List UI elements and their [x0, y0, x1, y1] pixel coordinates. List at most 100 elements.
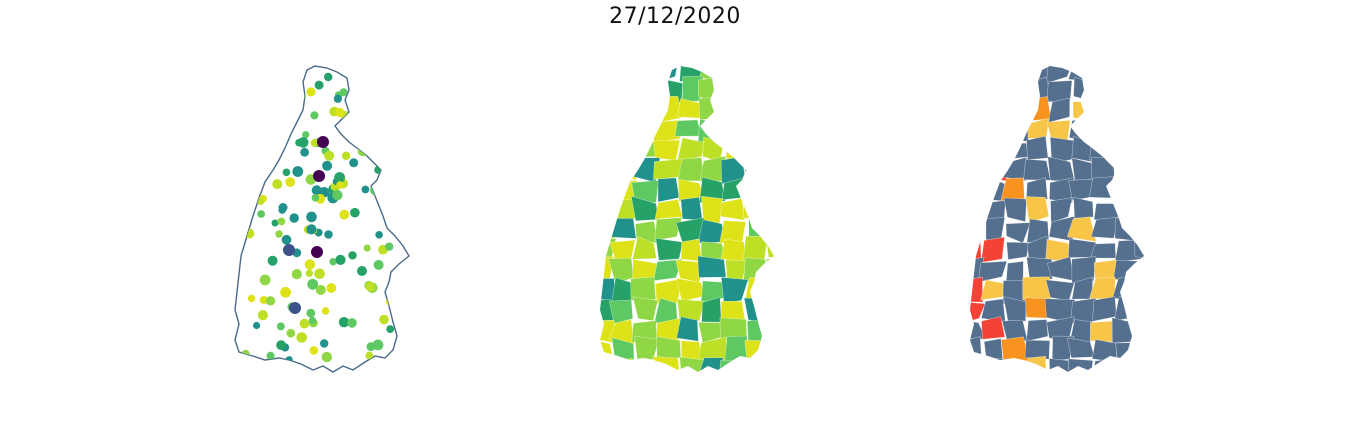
- municipality-region: [1071, 256, 1097, 284]
- municipality-region: [719, 220, 746, 244]
- municipality-region: [1112, 139, 1138, 164]
- municipality-region: [600, 66, 611, 83]
- municipality-region: [600, 139, 611, 160]
- municipality-bubble: [385, 242, 394, 251]
- municipality-bubble: [321, 307, 330, 315]
- municipality-region: [970, 136, 986, 163]
- municipality-region: [764, 337, 774, 363]
- municipality-bubble-large: [313, 170, 325, 182]
- municipality-region: [745, 356, 770, 372]
- municipality-region: [631, 180, 659, 203]
- municipality-bubble: [264, 66, 276, 77]
- municipality-region: [720, 198, 746, 221]
- municipality-bubble-large: [283, 244, 295, 256]
- municipality-region: [653, 139, 681, 161]
- municipality-region: [608, 116, 639, 144]
- municipality-region: [652, 356, 681, 372]
- municipality-region: [745, 177, 771, 204]
- municipality-region: [970, 66, 986, 82]
- municipality-bubble: [247, 294, 256, 303]
- municipality-region: [765, 196, 774, 222]
- region-layer: [600, 66, 774, 372]
- municipality-region: [978, 135, 1007, 162]
- municipality-bubble: [257, 310, 268, 321]
- municipality-region: [721, 238, 747, 264]
- municipality-region: [1069, 118, 1095, 144]
- municipality-region: [978, 157, 1008, 182]
- municipality-bubble: [244, 156, 252, 164]
- municipality-region: [600, 120, 615, 143]
- municipality-bubble: [304, 259, 316, 270]
- municipality-bubble-large: [311, 246, 323, 258]
- municipality-bubble: [307, 278, 319, 290]
- municipality-region: [630, 276, 656, 300]
- municipality-bubble: [310, 138, 319, 147]
- municipality-bubble: [306, 224, 317, 235]
- municipality-region: [1090, 120, 1120, 142]
- municipality-bubble: [259, 274, 271, 286]
- municipality-bubble: [365, 117, 374, 126]
- municipality-region: [970, 336, 982, 364]
- state-outline: [234, 65, 410, 373]
- municipality-bubble: [261, 131, 270, 139]
- municipality-bubble: [272, 179, 283, 190]
- municipality-bubble: [292, 96, 300, 105]
- municipality-bubble: [384, 214, 394, 224]
- municipality-region: [1137, 341, 1144, 358]
- municipality-region: [637, 96, 659, 122]
- municipality-bubble: [256, 197, 265, 206]
- municipality-region: [654, 199, 683, 220]
- municipality-region: [1092, 339, 1118, 363]
- municipality-bubble: [267, 255, 278, 266]
- municipality-region: [981, 316, 1006, 340]
- municipality-region: [653, 158, 683, 180]
- municipality-region: [765, 275, 774, 304]
- municipality-region: [742, 77, 769, 104]
- municipality-bubble: [257, 210, 265, 218]
- municipality-region: [1115, 116, 1136, 140]
- municipality-bubble: [334, 172, 345, 183]
- municipality-region: [764, 178, 774, 199]
- municipality-bubble: [321, 351, 332, 363]
- municipality-bubble: [332, 189, 343, 201]
- municipality-bubble: [341, 151, 351, 160]
- municipality-region: [1116, 177, 1142, 202]
- municipality-region: [970, 236, 982, 260]
- municipality-region: [600, 357, 617, 372]
- municipality-bubble: [360, 106, 368, 114]
- municipality-region: [1002, 361, 1028, 372]
- municipality-region: [1093, 203, 1119, 220]
- municipality-bubble: [259, 296, 268, 304]
- municipality-bubble: [289, 73, 300, 83]
- municipality-region: [1135, 79, 1144, 102]
- municipality-region: [722, 116, 749, 141]
- municipality-region: [766, 236, 774, 258]
- municipality-region: [1003, 117, 1029, 142]
- municipality-region: [1068, 66, 1096, 82]
- municipality-region: [722, 79, 749, 104]
- municipality-region: [600, 80, 613, 103]
- municipality-region: [632, 296, 658, 321]
- municipality-region: [980, 279, 1006, 301]
- municipality-bubble: [379, 314, 389, 325]
- municipality-bubble: [305, 269, 313, 277]
- municipality-region: [970, 98, 985, 117]
- municipality-region: [1111, 79, 1137, 104]
- municipality-bubble: [349, 158, 359, 168]
- municipality-bubble: [382, 153, 393, 163]
- municipality-region: [970, 159, 985, 181]
- municipality-region: [1090, 217, 1119, 239]
- municipality-region: [1138, 315, 1144, 344]
- municipality-bubble: [309, 346, 319, 355]
- municipality-region: [720, 66, 746, 82]
- municipality-region: [1026, 135, 1049, 160]
- municipality-region: [632, 236, 657, 260]
- municipality-region: [1114, 296, 1142, 322]
- municipality-region: [600, 157, 614, 184]
- municipality-bubble: [383, 159, 393, 169]
- municipality-bubble: [314, 268, 325, 280]
- municipality-region: [1133, 300, 1144, 318]
- municipality-region: [1136, 197, 1144, 225]
- municipality-bubble: [365, 351, 374, 360]
- municipality-region: [600, 216, 616, 241]
